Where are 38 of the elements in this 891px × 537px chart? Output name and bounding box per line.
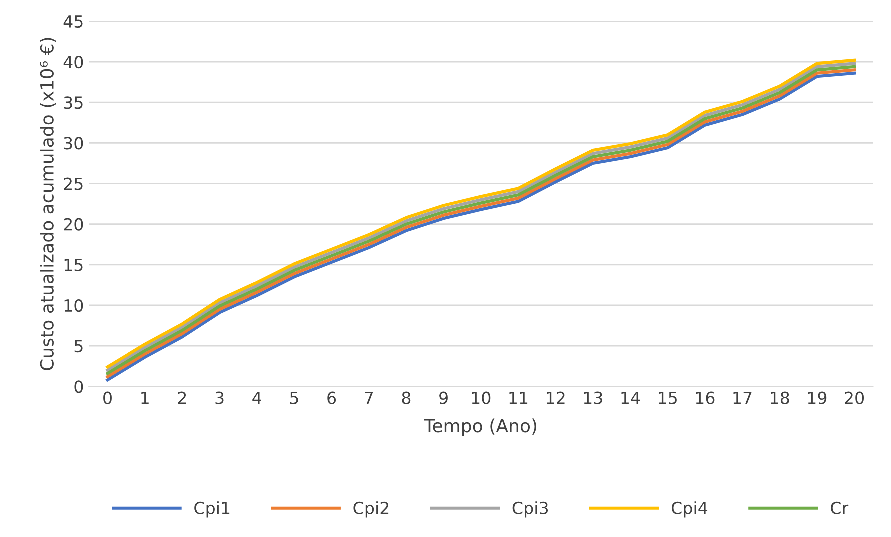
x-tick-label: 15 bbox=[659, 392, 677, 404]
x-tick-label: 16 bbox=[696, 392, 715, 404]
x-tick-label: 12 bbox=[547, 392, 565, 404]
legend-label: Cpi1 bbox=[194, 502, 230, 518]
y-tick-label: 0 bbox=[74, 380, 84, 394]
legend-label: Cr bbox=[831, 502, 849, 514]
x-tick-label: 5 bbox=[290, 392, 298, 404]
legend-label: Cpi3 bbox=[512, 502, 548, 518]
x-tick-label: 8 bbox=[402, 392, 411, 404]
legend-label: Cpi2 bbox=[354, 502, 389, 518]
y-tick-label: 20 bbox=[64, 218, 84, 231]
x-tick-label: 1 bbox=[142, 392, 149, 404]
x-tick-label: 7 bbox=[365, 392, 374, 404]
x-tick-label: 13 bbox=[584, 392, 602, 404]
y-axis-title: Custo atualizado acumulado (x10⁶ €) bbox=[40, 38, 56, 370]
x-tick-label: 14 bbox=[622, 392, 640, 404]
x-tick-label: 9 bbox=[440, 392, 448, 404]
x-tick-label: 20 bbox=[845, 392, 864, 404]
y-tick-label: 25 bbox=[64, 178, 83, 190]
x-tick-label: 4 bbox=[252, 392, 262, 404]
y-tick-label: 15 bbox=[64, 259, 83, 272]
x-tick-label: 10 bbox=[472, 392, 491, 404]
x-tick-label: 19 bbox=[808, 392, 827, 404]
x-tick-label: 18 bbox=[771, 392, 790, 404]
y-tick-label: 35 bbox=[64, 96, 83, 110]
legend-label: Cpi4 bbox=[672, 502, 708, 518]
x-tick-label: 17 bbox=[734, 392, 752, 404]
x-axis-title: Tempo (Ano) bbox=[424, 418, 537, 436]
y-tick-label: 5 bbox=[74, 340, 83, 353]
y-tick-label: 10 bbox=[64, 299, 84, 312]
y-tick-label: 40 bbox=[64, 56, 84, 69]
y-tick-label: 30 bbox=[64, 137, 84, 150]
x-tick-label: 6 bbox=[328, 392, 336, 404]
x-tick-label: 0 bbox=[104, 392, 112, 404]
x-tick-label: 3 bbox=[216, 392, 224, 404]
x-tick-label: 11 bbox=[510, 392, 528, 404]
y-tick-label: 45 bbox=[64, 16, 83, 28]
x-tick-label: 2 bbox=[178, 392, 186, 404]
